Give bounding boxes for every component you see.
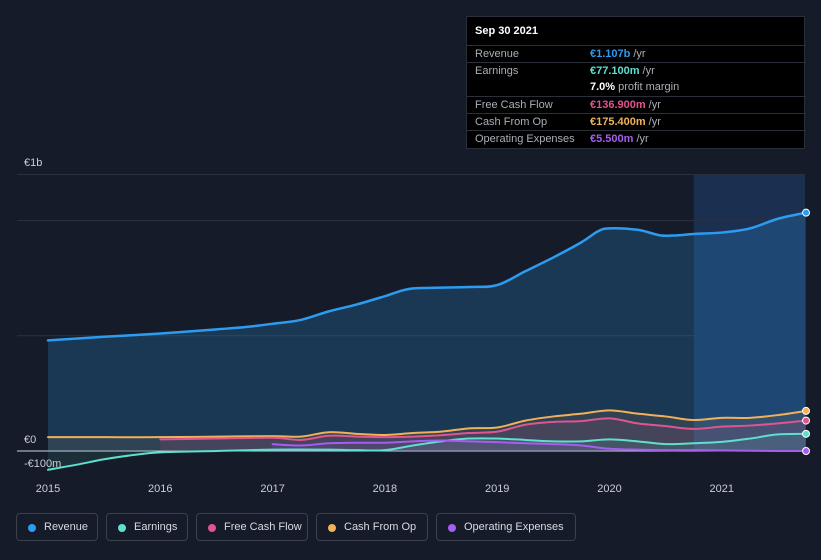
tooltip-row-unit: /yr — [633, 48, 646, 60]
tooltip-row-value: €77.100m/yr — [590, 65, 655, 77]
legend-dot-icon — [28, 524, 36, 532]
tooltip-row-unit: /yr — [642, 65, 655, 77]
tooltip-row-unit: /yr — [648, 99, 661, 111]
legend-dot-icon — [448, 524, 456, 532]
legend-item-cash-from-op[interactable]: Cash From Op — [316, 513, 428, 541]
tooltip-row: Free Cash Flow €136.900m/yr — [467, 96, 806, 114]
cash-from-op-line — [47, 409, 808, 439]
y-tick-label: €0 — [24, 434, 36, 446]
revenue-area — [48, 212, 807, 451]
tooltip-row-unit: profit margin — [618, 81, 680, 93]
legend-label: Operating Expenses — [464, 521, 564, 533]
legend-item-operating-expenses[interactable]: Operating Expenses — [436, 513, 576, 541]
tooltip-date: Sep 30 2021 — [475, 25, 538, 37]
tooltip-row-label: Free Cash Flow — [475, 99, 553, 111]
legend-dot-icon — [328, 524, 336, 532]
earnings-line — [47, 432, 808, 471]
tooltip-panel: Sep 30 2021 Revenue €1.107b/yr Earnings €77… — [466, 16, 806, 149]
tooltip-row-value: €1.107b/yr — [590, 48, 646, 60]
x-tick-label: 2021 — [710, 483, 734, 495]
tooltip-row-value: €5.500m/yr — [590, 133, 649, 145]
tooltip-row-value: 7.0% profit margin — [590, 81, 680, 93]
tooltip-row: Operating Expenses €5.500m/yr — [467, 130, 806, 148]
operating-expenses-area — [272, 440, 807, 452]
operating-expenses-line — [271, 439, 808, 453]
legend-item-earnings[interactable]: Earnings — [106, 513, 188, 541]
tooltip-row-label: Earnings — [475, 65, 519, 77]
x-tick-label: 2016 — [148, 483, 172, 495]
legend-label: Earnings — [134, 521, 178, 533]
legend-item-free-cash-flow[interactable]: Free Cash Flow — [196, 513, 308, 541]
y-tick-label: €1b — [24, 157, 42, 169]
tooltip-row-label: Revenue — [475, 48, 520, 60]
x-tick-label: 2018 — [373, 483, 397, 495]
x-tick-label: 2015 — [36, 483, 60, 495]
legend-label: Revenue — [44, 521, 89, 533]
x-tick-label: 2020 — [597, 483, 621, 495]
tooltip-row-label: Operating Expenses — [475, 133, 575, 145]
tooltip-row-label: Cash From Op — [475, 116, 548, 128]
legend-item-revenue[interactable]: Revenue — [16, 513, 98, 541]
revenue-line — [46, 211, 808, 342]
free-cash-flow-line — [159, 417, 808, 441]
legend-dot-icon — [208, 524, 216, 532]
tooltip-row-unit: /yr — [648, 116, 661, 128]
tooltip-row: Cash From Op €175.400m/yr — [467, 113, 806, 131]
x-tick-label: 2017 — [260, 483, 284, 495]
legend-dot-icon — [118, 524, 126, 532]
tooltip-row-value: €136.900m/yr — [590, 99, 661, 111]
tooltip-row: Revenue €1.107b/yr — [467, 45, 806, 63]
revenue-endpoint[interactable] — [802, 208, 811, 217]
legend-label: Free Cash Flow — [224, 521, 302, 533]
tooltip-row-value: €175.400m/yr — [590, 116, 661, 128]
cash-from-op-area — [48, 410, 807, 451]
earnings-area — [48, 433, 807, 470]
tooltip-row: 7.0% profit margin — [467, 79, 806, 96]
operating-expenses-endpoint[interactable] — [802, 447, 811, 455]
y-tick-label: -€100m — [24, 458, 61, 470]
x-tick-label: 2019 — [485, 483, 509, 495]
cash-from-op-endpoint[interactable] — [802, 406, 811, 415]
tooltip-row-unit: /yr — [636, 133, 649, 145]
earnings-endpoint[interactable] — [802, 429, 811, 438]
free-cash-flow-endpoint[interactable] — [802, 416, 811, 425]
tooltip-row: Earnings €77.100m/yr — [467, 62, 806, 80]
legend-label: Cash From Op — [344, 521, 417, 533]
